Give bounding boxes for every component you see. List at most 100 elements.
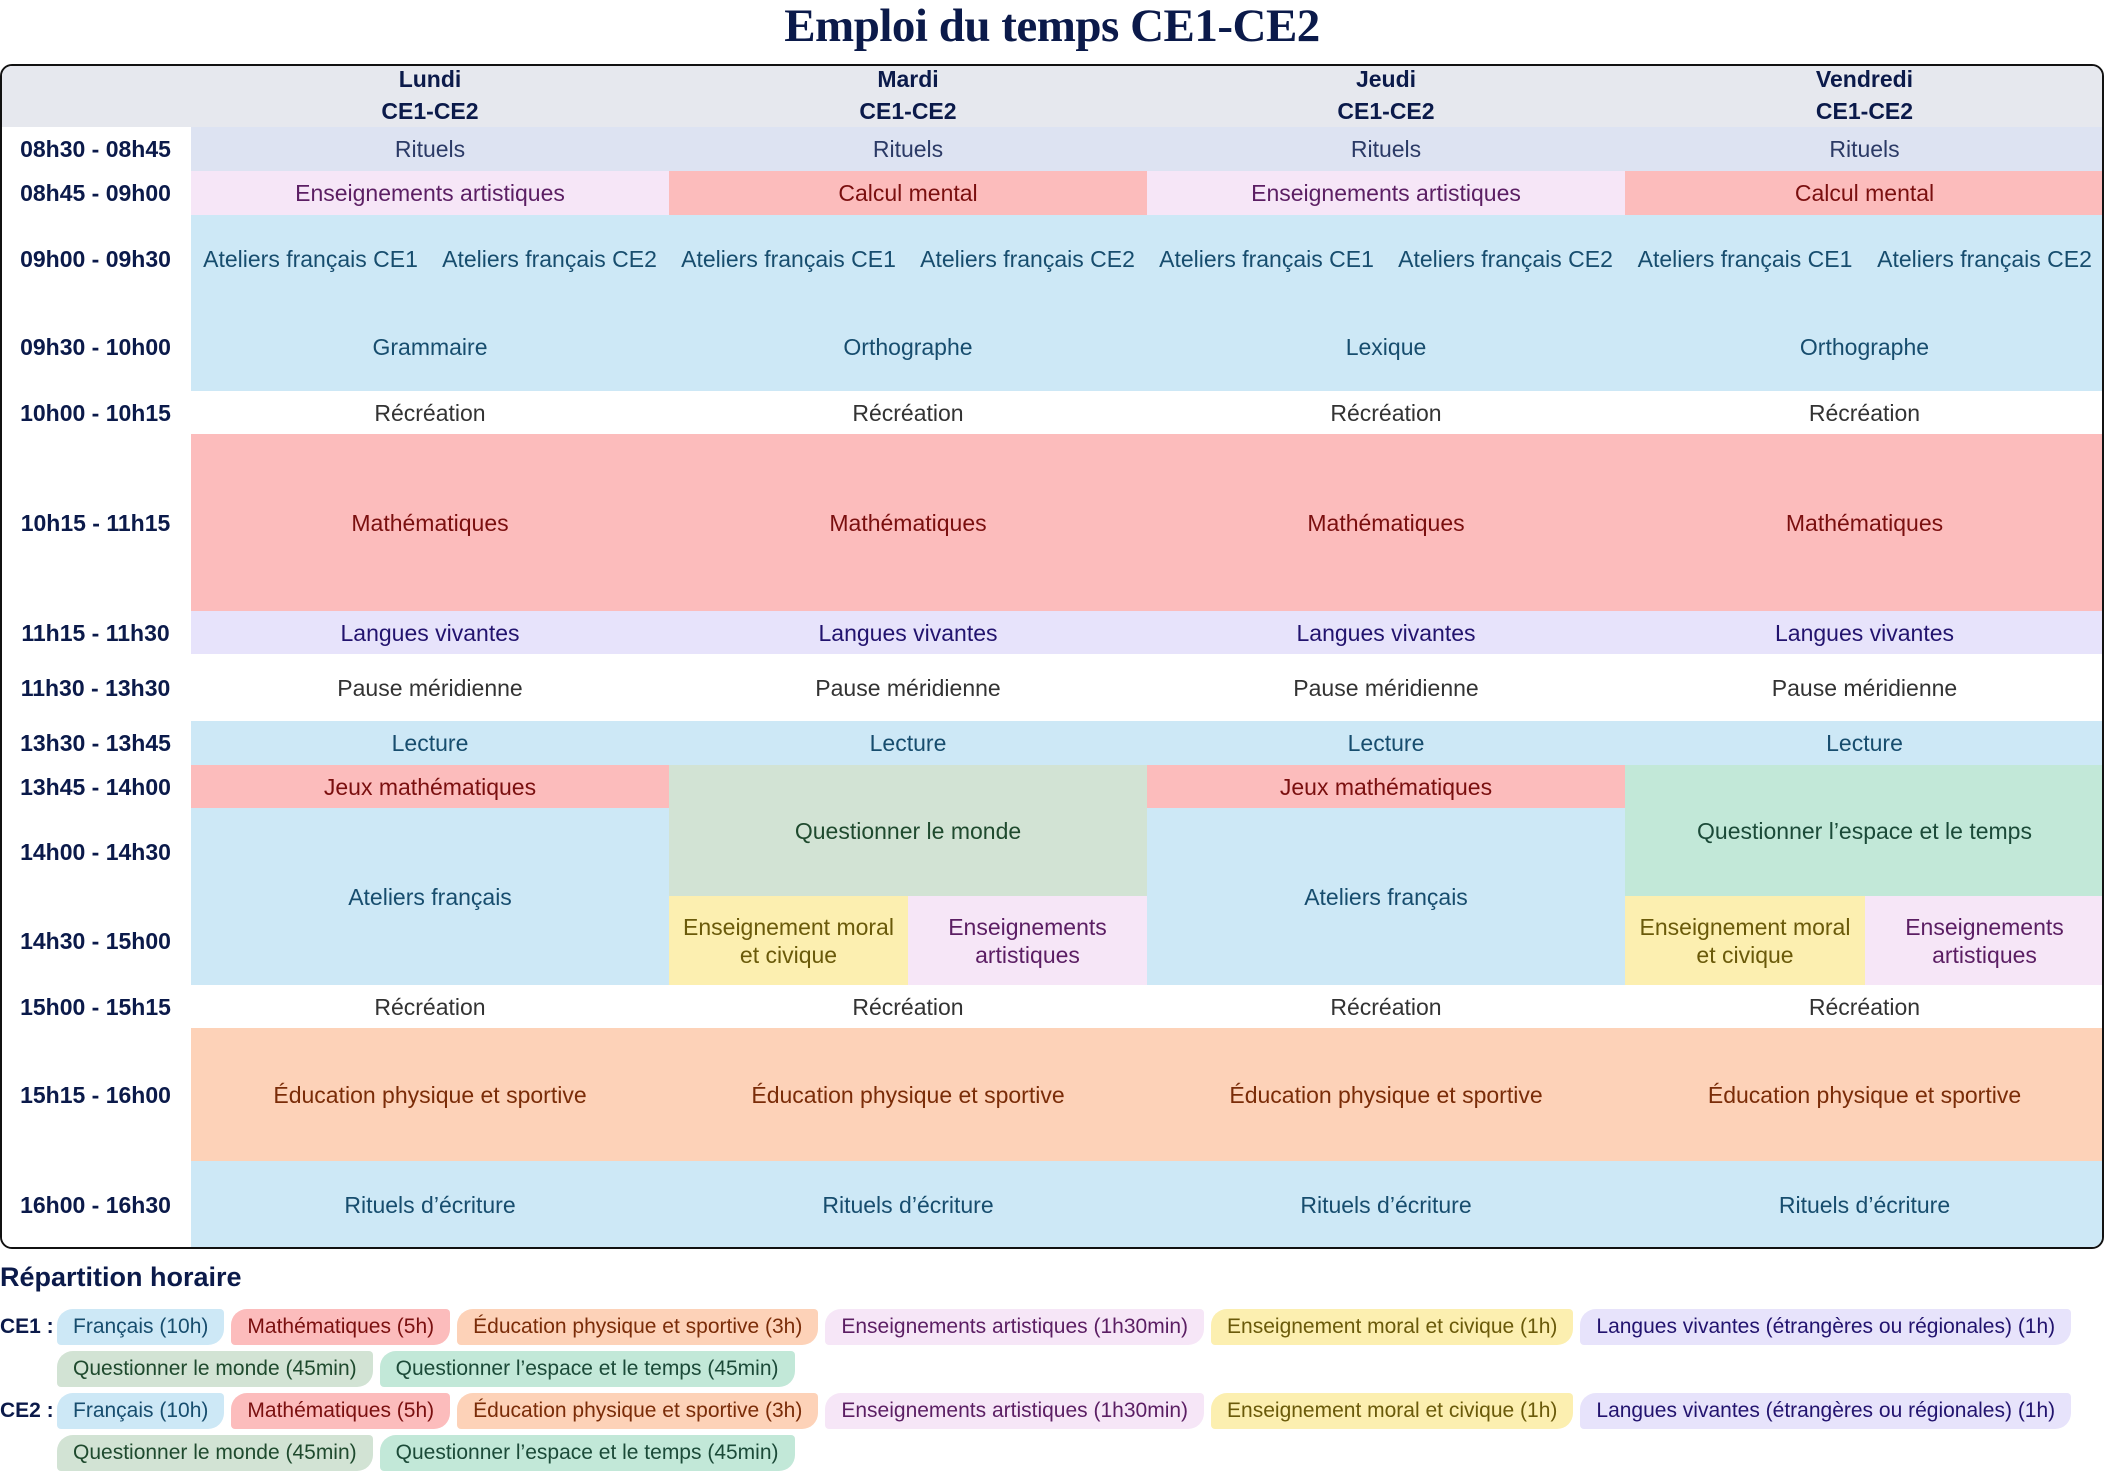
- activity-francais: Orthographe: [1625, 303, 2102, 393]
- day-header-lundi: Lundi: [191, 66, 671, 96]
- activity-langues: Langues vivantes: [1625, 611, 2102, 656]
- activity-recre-label: Récréation: [1330, 993, 1442, 1020]
- activity-recre: Récréation: [669, 391, 1149, 436]
- legend-chip-espace: Questionner l’espace et le temps (45min): [379, 1435, 795, 1471]
- time-slot-label: 15h00 - 15h15: [20, 993, 171, 1020]
- activity-emc: Enseignement moral et civique: [1625, 896, 1867, 987]
- time-slot-label: 10h00 - 10h15: [20, 399, 171, 426]
- time-slot-label: 09h00 - 09h30: [20, 246, 171, 272]
- activity-francais-label: Ateliers français CE1: [203, 246, 418, 272]
- activity-maths: Mathématiques: [669, 434, 1149, 613]
- activity-francais: Ateliers français CE1: [669, 215, 910, 305]
- day-header-vendredi: Vendredi: [1625, 66, 2102, 96]
- activity-recre: Récréation: [669, 985, 1149, 1030]
- legend-chip-francais: Français (10h): [57, 1393, 225, 1429]
- activity-francais: Ateliers français: [1147, 808, 1627, 987]
- activity-maths: Mathématiques: [1147, 434, 1627, 613]
- activity-maths: Jeux mathématiques: [1147, 765, 1627, 810]
- legend-chip-emc: Enseignement moral et civique (1h): [1211, 1393, 1574, 1429]
- time-slot: 13h30 - 13h45: [2, 721, 193, 767]
- activity-arts-label: Enseignements artistiques: [1251, 180, 1521, 206]
- header-corner: [2, 66, 193, 96]
- activity-eps: Éducation physique et sportive: [191, 1028, 671, 1163]
- time-slot: 15h15 - 16h00: [2, 1028, 193, 1163]
- day-header-mardi: Mardi: [669, 66, 1149, 96]
- activity-eps: Éducation physique et sportive: [669, 1028, 1149, 1163]
- legend-chip-arts: Enseignements artistiques (1h30min): [825, 1309, 1205, 1345]
- activity-arts-label: Enseignements artistiques: [1905, 913, 2064, 968]
- activity-maths: Mathématiques: [1625, 434, 2102, 613]
- activity-maths-label: Mathématiques: [351, 509, 509, 536]
- activity-langues-label: Langues vivantes: [1296, 619, 1476, 646]
- activity-eps: Éducation physique et sportive: [1625, 1028, 2102, 1163]
- legend-row: Questionner le monde (45min) Questionner …: [0, 1435, 802, 1471]
- time-slot: 11h15 - 11h30: [2, 611, 193, 656]
- time-slot-label: 13h30 - 13h45: [20, 730, 171, 756]
- activity-recre: Récréation: [191, 985, 671, 1030]
- activity-rituels-label: Rituels: [872, 136, 944, 162]
- time-slot-label: 14h00 - 14h30: [20, 839, 171, 865]
- activity-recre: Pause méridienne: [1147, 654, 1627, 723]
- activity-francais-label: Ateliers français CE2: [920, 246, 1135, 272]
- activity-emc: Enseignement moral et civique: [669, 896, 910, 987]
- time-slot: 16h00 - 16h30: [2, 1161, 193, 1247]
- activity-francais-label: Ateliers français CE2: [442, 246, 657, 272]
- activity-francais: Lecture: [669, 721, 1149, 767]
- activity-maths-label: Mathématiques: [829, 509, 987, 536]
- activity-langues-label: Langues vivantes: [1774, 619, 1954, 646]
- time-slot-label: 13h45 - 14h00: [20, 773, 171, 800]
- activity-recre-label: Récréation: [1808, 399, 1921, 426]
- class-header-label: CE1-CE2: [859, 97, 957, 124]
- legend-chip-espace: Questionner l’espace et le temps (45min): [379, 1351, 795, 1387]
- legend-chip-arts: Enseignements artistiques (1h30min): [825, 1393, 1205, 1429]
- class-header: CE1-CE2: [1147, 94, 1627, 129]
- activity-recre-label: Récréation: [374, 993, 486, 1020]
- legend-chip-langues: Langues vivantes (étrangères ou régional…: [1580, 1309, 2072, 1345]
- activity-arts-label: Enseignements artistiques: [948, 913, 1107, 968]
- legend-class-label: CE1 :: [0, 1315, 54, 1338]
- legend-chip-emc: Enseignement moral et civique (1h): [1211, 1309, 1574, 1345]
- activity-francais: Lecture: [1625, 721, 2102, 767]
- activity-francais-label: Rituels d’écriture: [344, 1191, 516, 1218]
- activity-recre-label: Récréation: [852, 399, 964, 426]
- activity-francais-label: Rituels d’écriture: [1300, 1191, 1472, 1218]
- day-header-mardi-label: Mardi: [877, 66, 939, 92]
- activity-maths-label: Jeux mathématiques: [323, 773, 537, 800]
- activity-rituels-label: Rituels: [1829, 136, 1900, 162]
- activity-recre-label: Pause méridienne: [1771, 674, 1958, 701]
- class-header: CE1-CE2: [669, 94, 1149, 129]
- time-slot: 10h15 - 11h15: [2, 434, 193, 613]
- activity-langues: Langues vivantes: [669, 611, 1149, 656]
- header-corner: [2, 94, 193, 129]
- activity-rituels: Rituels: [191, 127, 671, 173]
- activity-francais: Rituels d’écriture: [1147, 1161, 1627, 1247]
- activity-maths-label: Calcul mental: [1794, 180, 1935, 206]
- activity-emc-label: Enseignement moral et civique: [1639, 913, 1851, 968]
- activity-recre: Récréation: [1625, 391, 2102, 436]
- timetable: Lundi CE1-CE2 Mardi CE1-CE2 Jeudi CE1-CE2 Vend…: [0, 64, 2104, 1249]
- activity-francais: Ateliers français CE2: [1865, 215, 2102, 305]
- activity-arts: Enseignements artistiques: [908, 896, 1149, 987]
- legend-chip-francais: Français (10h): [57, 1309, 225, 1345]
- activity-francais: Ateliers français CE2: [430, 215, 671, 305]
- activity-francais-label: Rituels d’écriture: [1778, 1191, 1951, 1218]
- activity-eps-label: Éducation physique et sportive: [751, 1081, 1065, 1108]
- activity-monde-label: Questionner le monde: [794, 817, 1022, 844]
- activity-rituels-label: Rituels: [394, 136, 466, 162]
- activity-recre: Récréation: [1147, 391, 1627, 436]
- class-header: CE1-CE2: [191, 94, 671, 129]
- activity-arts-label: Enseignements artistiques: [295, 180, 565, 206]
- class-header-label: CE1-CE2: [1337, 97, 1435, 124]
- activity-eps: Éducation physique et sportive: [1147, 1028, 1627, 1163]
- class-header-label: CE1-CE2: [1815, 97, 1914, 124]
- activity-arts: Enseignements artistiques: [1147, 171, 1627, 217]
- activity-francais-label: Orthographe: [1799, 334, 1930, 360]
- legend-row: CE2 : Français (10h) Mathématiques (5h) Édu…: [0, 1393, 2078, 1429]
- activity-eps-label: Éducation physique et sportive: [273, 1081, 587, 1108]
- time-slot-label: 08h30 - 08h45: [20, 136, 171, 162]
- activity-eps-label: Éducation physique et sportive: [1229, 1081, 1543, 1108]
- activity-francais-label: Ateliers français CE2: [1877, 246, 2092, 272]
- activity-francais: Rituels d’écriture: [1625, 1161, 2102, 1247]
- activity-arts: Enseignements artistiques: [1865, 896, 2102, 987]
- class-header-label: CE1-CE2: [381, 97, 479, 124]
